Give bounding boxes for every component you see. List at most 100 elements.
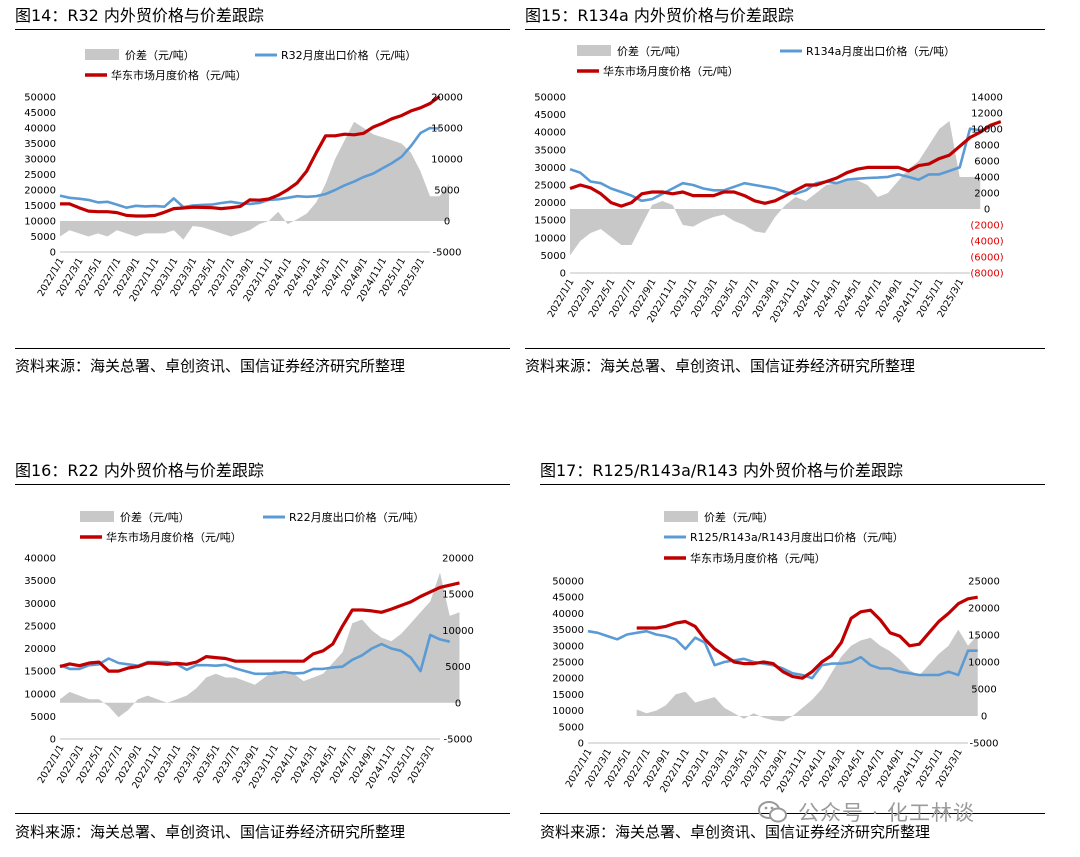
export-price-line	[59, 126, 440, 209]
y-left-tick-label: 35000	[24, 576, 56, 587]
spread-area	[60, 121, 449, 240]
y-right-tick-label: 5000	[971, 685, 996, 696]
y-right-tick-label: (4000)	[970, 237, 1003, 248]
source-rule	[15, 813, 510, 814]
source-note: 资料来源：海关总署、卓创资讯、国信证券经济研究所整理	[525, 357, 916, 375]
y-right-tick-label: 12000	[971, 109, 1003, 120]
y-left-tick-label: 0	[578, 739, 584, 750]
y-right-tick-label: 20000	[431, 93, 463, 104]
y-left-tick-label: 50000	[552, 577, 584, 588]
y-left-tick-label: 25000	[534, 181, 566, 192]
chart-panel-r32: 图14：R32 内外贸价格与价差跟踪 0 5000 10000 15000 20000 2…	[15, 0, 510, 390]
domestic-price-line	[636, 595, 978, 680]
spread-area	[570, 121, 981, 256]
legend-swatch-spread	[85, 49, 119, 60]
y-left-tick-label: 25000	[552, 658, 584, 669]
source-rule	[525, 348, 1045, 349]
y-right-tick-label: 2000	[974, 189, 999, 200]
y-right-tick-label: -5000	[969, 739, 998, 750]
y-right-tick-label: 5000	[434, 186, 459, 197]
y-right-tick-label: 10000	[442, 626, 474, 637]
wechat-icon	[758, 801, 787, 823]
legend-label: 华东市场月度价格（元/吨）	[603, 64, 739, 78]
y-left-tick-label: 5000	[541, 251, 566, 262]
y-right-tick-label: 10000	[431, 155, 463, 166]
spread-area	[60, 572, 460, 718]
y-left-tick-label: 25000	[24, 170, 56, 181]
legend-label: 价差（元/吨）	[617, 44, 687, 58]
legend-label: 价差（元/吨）	[120, 510, 190, 524]
legend-swatch-spread	[80, 511, 114, 522]
y-left-tick-label: 30000	[24, 155, 56, 166]
chart-svg: 0 5000 10000 15000 20000 25000 30000 35000 40000…	[24, 48, 463, 304]
source-note: 资料来源：海关总署、卓创资讯、国信证券经济研究所整理	[540, 823, 931, 841]
y-right-tick-label: 15000	[431, 124, 463, 135]
y-left-tick-label: 20000	[24, 186, 56, 197]
y-right-tick-label: 15000	[968, 631, 1000, 642]
y-right-tick-label: 8000	[974, 141, 999, 152]
title-rule	[525, 29, 1045, 30]
y-left-tick-label: 5000	[31, 232, 56, 243]
legend-label: R22月度出口价格（元/吨）	[289, 510, 424, 524]
y-right-tick-label: 0	[455, 698, 461, 709]
legend-label: 华东市场月度价格（元/吨）	[690, 551, 826, 565]
y-left-tick-label: 10000	[552, 706, 584, 717]
domestic-price-line	[60, 95, 441, 218]
y-left-tick-label: 30000	[24, 599, 56, 610]
y-left-tick-label: 40000	[552, 609, 584, 620]
y-right-tick-label: 4000	[974, 173, 999, 184]
y-left-tick-label: 50000	[534, 93, 566, 104]
y-left-tick-label: 35000	[24, 139, 56, 150]
y-left-tick-label: 15000	[552, 690, 584, 701]
y-left-tick-label: 0	[560, 269, 566, 280]
legend-label: 华东市场月度价格（元/吨）	[111, 68, 247, 82]
watermark: 公众号 · 化工林谈	[758, 797, 975, 827]
y-left-tick-label: 15000	[24, 201, 56, 212]
source-note: 资料来源：海关总署、卓创资讯、国信证券经济研究所整理	[15, 823, 406, 841]
y-right-tick-label: 0	[981, 712, 987, 723]
y-right-tick-label: -5000	[432, 248, 461, 259]
source-rule	[540, 813, 1045, 814]
y-right-tick-label: 0	[984, 205, 990, 216]
y-left-tick-label: 40000	[24, 554, 56, 565]
y-right-tick-label: (2000)	[970, 221, 1003, 232]
y-right-tick-label: 10000	[971, 125, 1003, 136]
legend-label: 华东市场月度价格（元/吨）	[106, 530, 242, 544]
y-right-tick-label: 6000	[974, 157, 999, 168]
y-left-tick-label: 5000	[31, 712, 56, 723]
y-right-tick-label: 20000	[442, 554, 474, 565]
y-right-tick-label: 5000	[445, 662, 470, 673]
y-left-tick-label: 40000	[534, 128, 566, 139]
y-left-tick-label: 25000	[24, 621, 56, 632]
y-left-tick-label: 10000	[24, 689, 56, 700]
y-right-tick-label: -5000	[443, 735, 472, 746]
chart-svg: 0500010000150002000025000300003500040000…	[552, 510, 1000, 795]
legend-label: 价差（元/吨）	[125, 48, 195, 62]
y-left-tick-label: 40000	[24, 124, 56, 135]
y-left-tick-label: 0	[50, 735, 56, 746]
source-note: 资料来源：海关总署、卓创资讯、国信证券经济研究所整理	[15, 357, 406, 375]
export-price-line	[59, 633, 450, 676]
y-right-tick-label: 20000	[968, 604, 1000, 615]
legend-swatch-spread	[664, 511, 698, 522]
y-left-tick-label: 5000	[559, 722, 584, 733]
y-left-tick-label: 30000	[534, 163, 566, 174]
y-left-tick-label: 20000	[534, 198, 566, 209]
y-left-tick-label: 45000	[552, 593, 584, 604]
y-left-tick-label: 10000	[534, 233, 566, 244]
y-left-tick-label: 20000	[24, 644, 56, 655]
legend-label: R125/R143a/R143月度出口价格（元/吨）	[690, 530, 904, 544]
chart-svg: 0500010000150002000025000300003500040000…	[534, 44, 1004, 325]
title-rule	[15, 29, 510, 30]
spread-area	[636, 629, 978, 722]
chart-title: 图16：R22 内外贸价格与价差跟踪	[15, 461, 264, 480]
y-left-tick-label: 0	[50, 248, 56, 259]
y-left-tick-label: 30000	[552, 641, 584, 652]
y-right-tick-label: 0	[444, 217, 450, 228]
chart-panel-r125: 图17：R125/R143a/R143 内外贸价格与价差跟踪 0 5000 1000…	[540, 455, 1045, 855]
y-left-tick-label: 45000	[24, 108, 56, 119]
chart-panel-r22: 图16：R22 内外贸价格与价差跟踪 0 5000 10000 15000 20000 2…	[15, 455, 510, 855]
legend-label: R32月度出口价格（元/吨）	[281, 48, 416, 62]
y-right-tick-label: (6000)	[970, 253, 1003, 264]
y-left-tick-label: 15000	[24, 667, 56, 678]
